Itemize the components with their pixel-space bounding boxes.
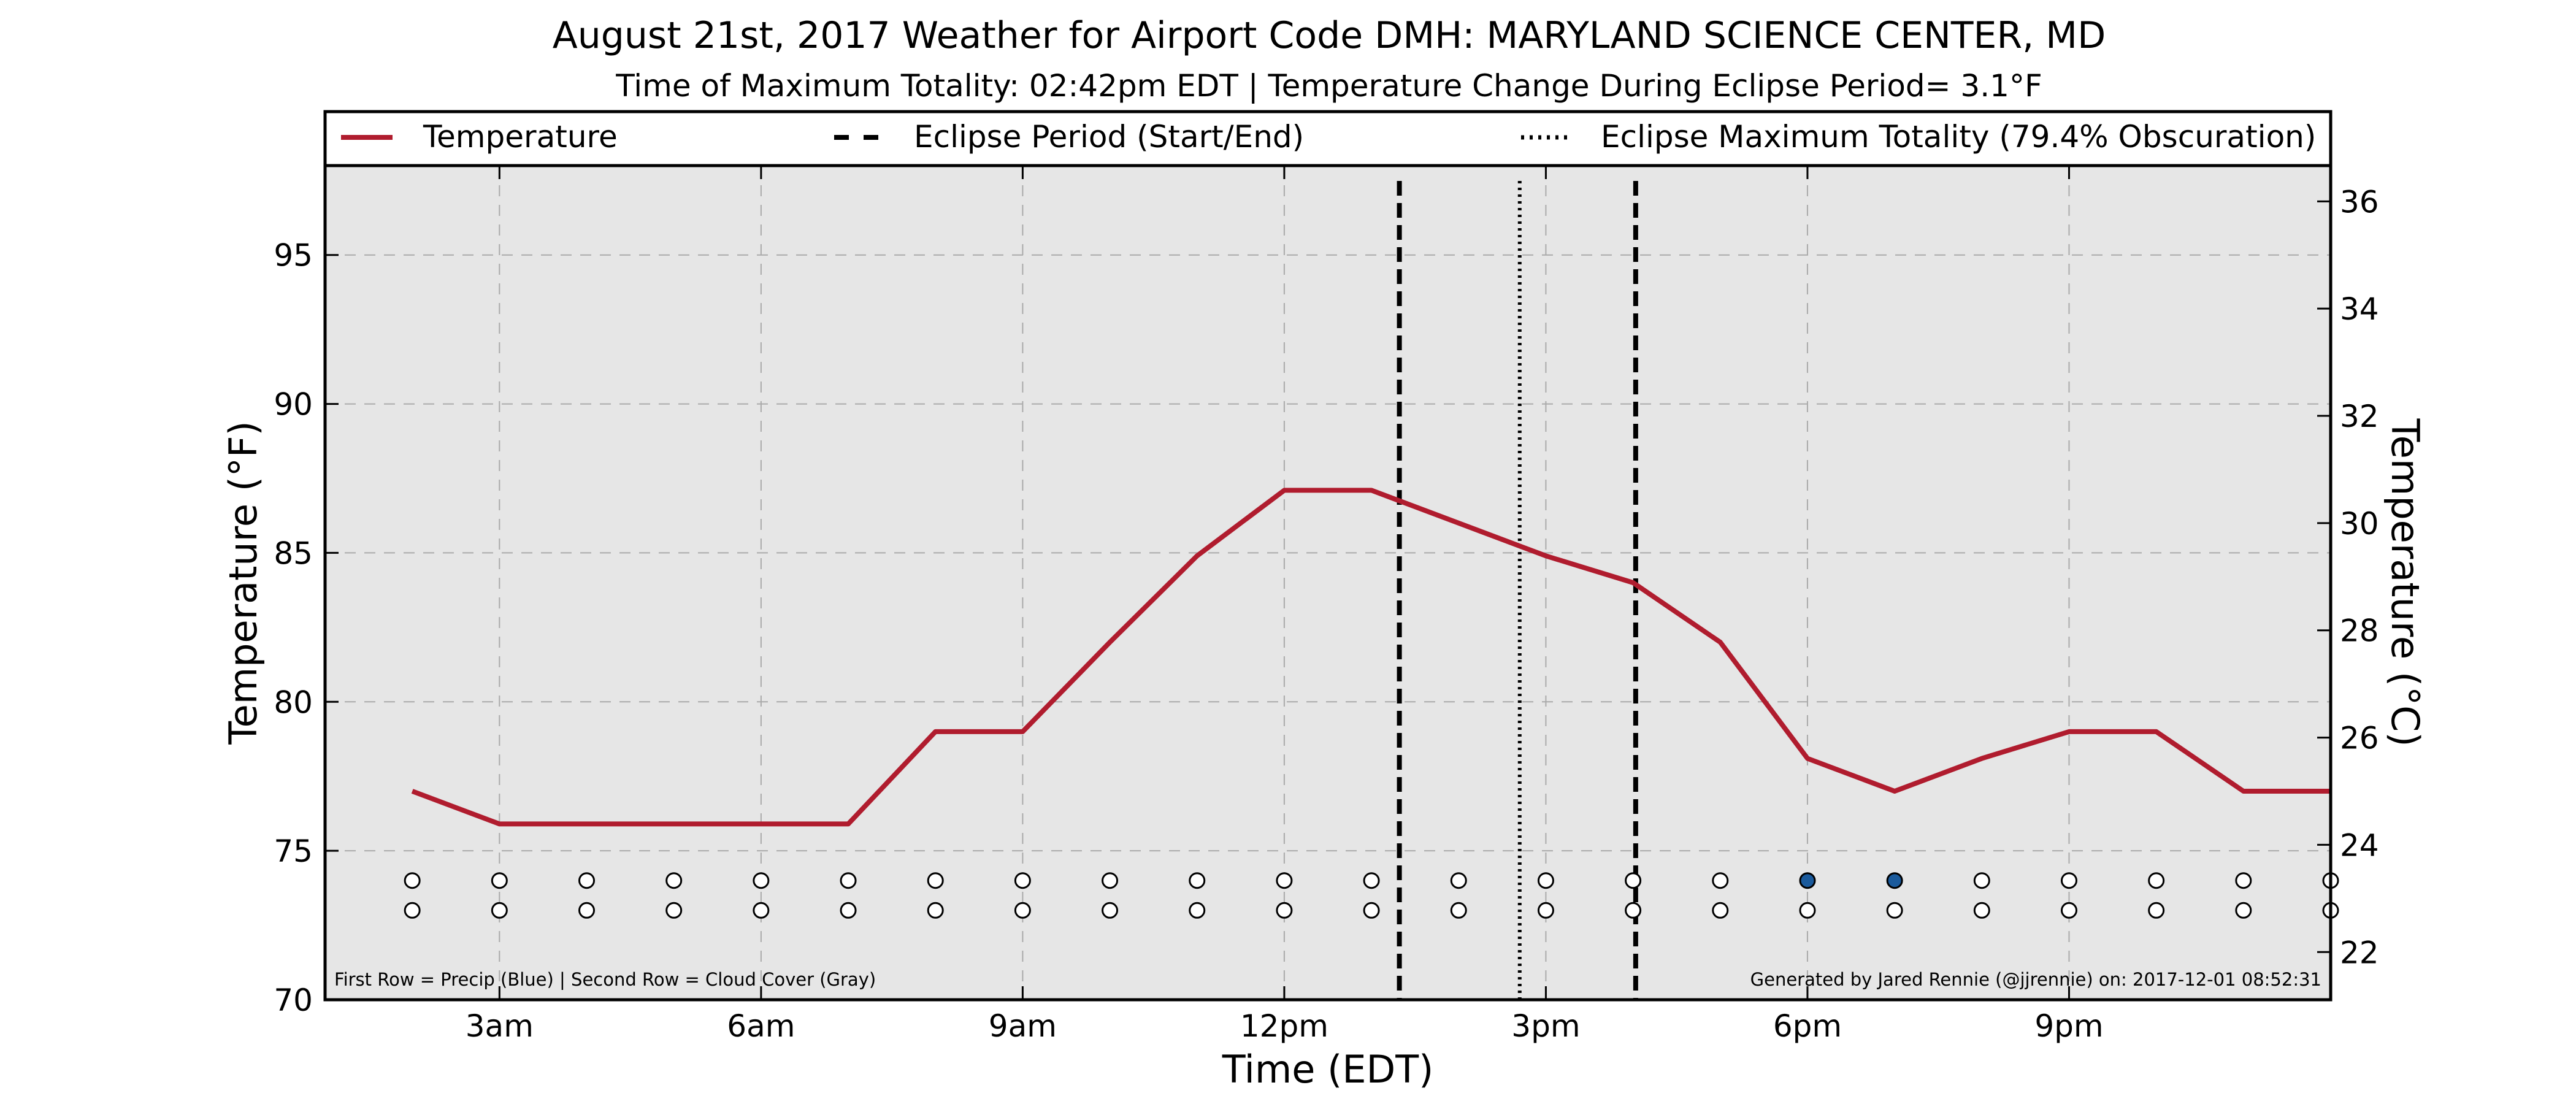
cloud-cover-dot xyxy=(1625,902,1642,919)
chart-subtitle: Time of Maximum Totality: 02:42pm EDT | … xyxy=(615,68,2042,104)
y-tick-label: 95 xyxy=(274,238,313,274)
precip-dot xyxy=(1537,872,1554,889)
indicator-dots xyxy=(404,872,2339,919)
cloud-cover-dot xyxy=(1799,902,1816,919)
precip-dot xyxy=(2060,872,2077,889)
cloud-cover-dot xyxy=(2148,902,2165,919)
cloud-cover-dot xyxy=(2235,902,2252,919)
precip-dot xyxy=(753,872,770,889)
y-tick-label: 80 xyxy=(274,684,313,720)
precip-dot xyxy=(1886,872,1903,889)
precip-dot xyxy=(665,872,683,889)
x-axis-label: Time (EDT) xyxy=(1222,1047,1434,1092)
y-tick-label: 70 xyxy=(274,983,313,1018)
precip-dot xyxy=(840,872,857,889)
precip-dot xyxy=(1799,872,1816,889)
footnote-right: Generated by Jared Rennie (@jjrennie) on… xyxy=(1750,969,2321,990)
x-tick-label: 9pm xyxy=(2034,1008,2103,1044)
cloud-cover-dot xyxy=(665,902,683,919)
cloud-cover-dot xyxy=(1973,902,1990,919)
legend-label-eclipse-period: Eclipse Period (Start/End) xyxy=(914,119,1304,155)
precip-dot xyxy=(404,872,421,889)
legend-label-max-totality: Eclipse Maximum Totality (79.4% Obscurat… xyxy=(1601,119,2316,155)
precip-dot xyxy=(1625,872,1642,889)
cloud-cover-dot xyxy=(1450,902,1467,919)
axes: 3am 6am 9am 12pm 3pm 6pm 9pm 70 75 80 85 90 95 22 24 26… xyxy=(274,166,2379,1044)
grid xyxy=(325,166,2331,1000)
y-tick-label: 85 xyxy=(274,535,313,571)
x-tick-label: 3am xyxy=(466,1008,534,1044)
cloud-cover-dot xyxy=(1537,902,1554,919)
series-layer xyxy=(411,488,2331,827)
y-tick-label-right: 36 xyxy=(2340,184,2379,220)
legend-label-temperature: Temperature xyxy=(423,119,618,155)
y-tick-label: 75 xyxy=(274,834,313,869)
precip-dot xyxy=(1102,872,1119,889)
x-tick-label: 6am xyxy=(727,1008,795,1044)
cloud-cover-dot xyxy=(1886,902,1903,919)
y-axis-label-right: Temperature (°C) xyxy=(2383,418,2428,746)
precip-dot xyxy=(2235,872,2252,889)
y-tick-label-right: 34 xyxy=(2340,291,2379,327)
cloud-cover-dot xyxy=(1014,902,1031,919)
x-tick-label: 6pm xyxy=(1773,1008,1842,1044)
precip-dot xyxy=(927,872,944,889)
y-tick-label-right: 24 xyxy=(2340,827,2379,863)
precip-dot xyxy=(578,872,596,889)
cloud-cover-dot xyxy=(927,902,944,919)
cloud-cover-dot xyxy=(1189,902,1206,919)
y-axis-label: Temperature (°F) xyxy=(221,421,266,745)
y-tick-label-right: 30 xyxy=(2340,506,2379,542)
cloud-cover-dot xyxy=(840,902,857,919)
cloud-cover-dot xyxy=(491,902,508,919)
cloud-cover-dot xyxy=(1276,902,1293,919)
y-tick-label-right: 32 xyxy=(2340,399,2379,434)
precip-dot xyxy=(1189,872,1206,889)
chart-title: August 21st, 2017 Weather for Airport Co… xyxy=(553,14,2106,57)
precip-dot xyxy=(2148,872,2165,889)
cloud-cover-dot xyxy=(578,902,596,919)
y-tick-label-right: 22 xyxy=(2340,935,2379,970)
legend-box xyxy=(323,110,2333,167)
cloud-cover-dot xyxy=(1712,902,1729,919)
cloud-cover-dot xyxy=(2060,902,2077,919)
y-tick-label: 90 xyxy=(274,387,313,423)
precip-dot xyxy=(491,872,508,889)
eclipse-markers xyxy=(1397,181,1638,1000)
precip-dot xyxy=(1363,872,1380,889)
precip-dot xyxy=(1973,872,1990,889)
precip-dot xyxy=(1712,872,1729,889)
precip-dot xyxy=(1276,872,1293,889)
cloud-cover-dot xyxy=(1363,902,1380,919)
y-tick-label-right: 28 xyxy=(2340,613,2379,649)
y-tick-label-right: 26 xyxy=(2340,721,2379,756)
footnote-left: First Row = Precip (Blue) | Second Row =… xyxy=(334,969,876,990)
precip-dot xyxy=(1450,872,1467,889)
cloud-cover-dot xyxy=(753,902,770,919)
x-tick-label: 9am xyxy=(989,1008,1057,1044)
temperature-line xyxy=(411,488,2331,827)
cloud-cover-dot xyxy=(404,902,421,919)
plot-area xyxy=(325,166,2331,1000)
x-tick-label: 12pm xyxy=(1240,1008,1328,1044)
cloud-cover-dot xyxy=(1102,902,1119,919)
precip-dot xyxy=(1014,872,1031,889)
x-tick-label: 3pm xyxy=(1511,1008,1580,1044)
